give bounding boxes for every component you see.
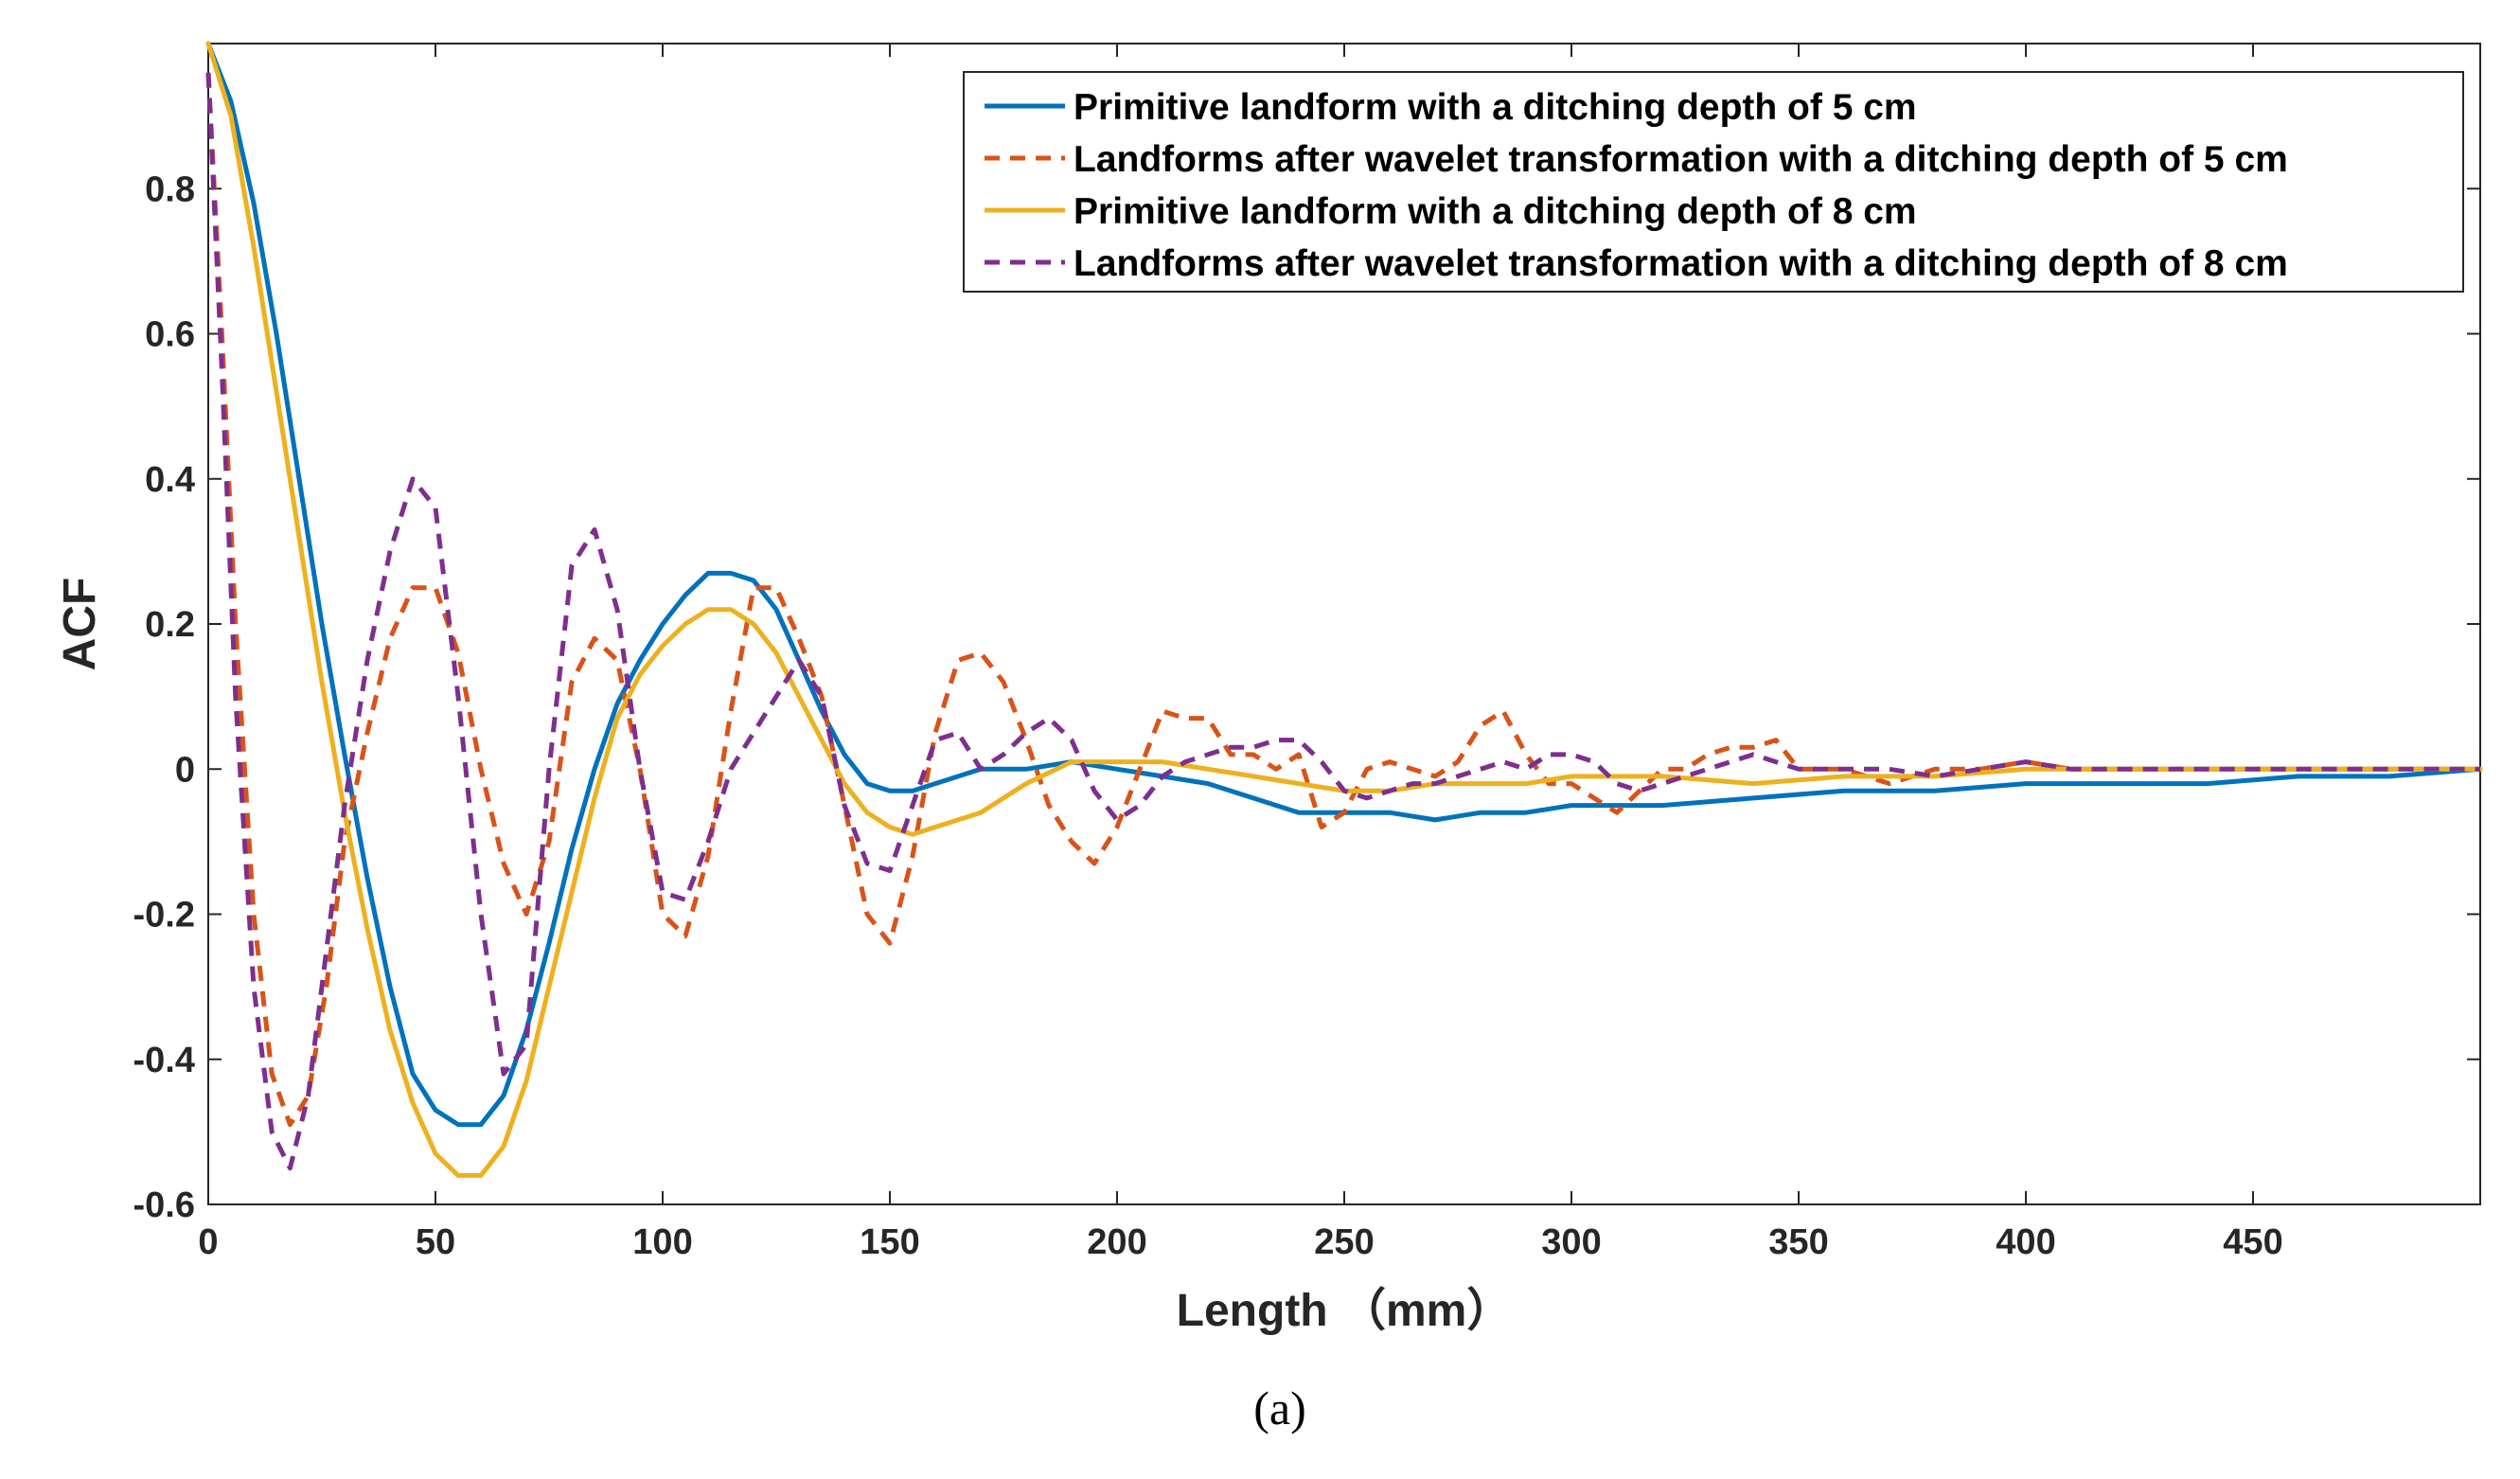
legend-entry-series-1: Primitive landform with a ditching depth…	[985, 87, 1917, 128]
figure-caption: (a)	[1253, 1381, 1306, 1434]
legend-entry-series-4: Landforms after wavelet transformation w…	[985, 243, 2288, 284]
x-tick-label: 300	[1541, 1222, 1601, 1262]
y-tick-label: 0.6	[145, 315, 195, 355]
series-line-4	[205, 72, 2480, 1171]
x-tick-label: 0	[198, 1222, 218, 1262]
x-tick-label: 100	[632, 1222, 692, 1262]
y-tick-label: 0	[175, 750, 195, 790]
x-tick-label: 50	[416, 1222, 455, 1262]
legend-label-series-4: Landforms after wavelet transformation w…	[1074, 243, 2288, 284]
y-tick-label: -0.2	[133, 896, 195, 936]
x-axis-title: Length （mm）	[1177, 1286, 1513, 1336]
legend-label-series-3: Primitive landform with a ditching depth…	[1074, 191, 1917, 232]
legend-entry-series-2: Landforms after wavelet transformation w…	[985, 139, 2288, 180]
x-tick-label: 450	[2223, 1222, 2282, 1262]
legend-box	[963, 71, 2464, 293]
y-axis-title: ACF	[55, 578, 105, 671]
y-tick-label: 0.4	[145, 460, 195, 500]
x-tick-label: 250	[1314, 1222, 1374, 1262]
legend: Primitive landform with a ditching depth…	[963, 71, 2464, 293]
legend-label-series-2: Landforms after wavelet transformation w…	[1074, 139, 2288, 180]
x-tick-label: 150	[860, 1222, 919, 1262]
series-line-1	[205, 41, 2483, 1128]
series-lines	[205, 41, 2483, 1178]
series-line-2	[205, 72, 2480, 1128]
y-tick-label: -0.6	[133, 1185, 195, 1225]
legend-label-series-1: Primitive landform with a ditching depth…	[1074, 87, 1917, 128]
y-tick-label: -0.4	[133, 1041, 195, 1080]
axis-ticks: 0 50 100 150 200 250 300 350 400 450 -0.6 -0.4 -0.2 0…	[133, 44, 2480, 1262]
x-tick-label: 400	[1996, 1222, 2055, 1262]
x-tick-label: 200	[1087, 1222, 1146, 1262]
x-tick-label: 350	[1768, 1222, 1828, 1262]
legend-entry-series-3: Primitive landform with a ditching depth…	[985, 191, 1917, 232]
y-tick-label: 0.2	[145, 605, 195, 645]
y-tick-label: 0.8	[145, 169, 195, 209]
series-line-3	[205, 41, 2483, 1178]
